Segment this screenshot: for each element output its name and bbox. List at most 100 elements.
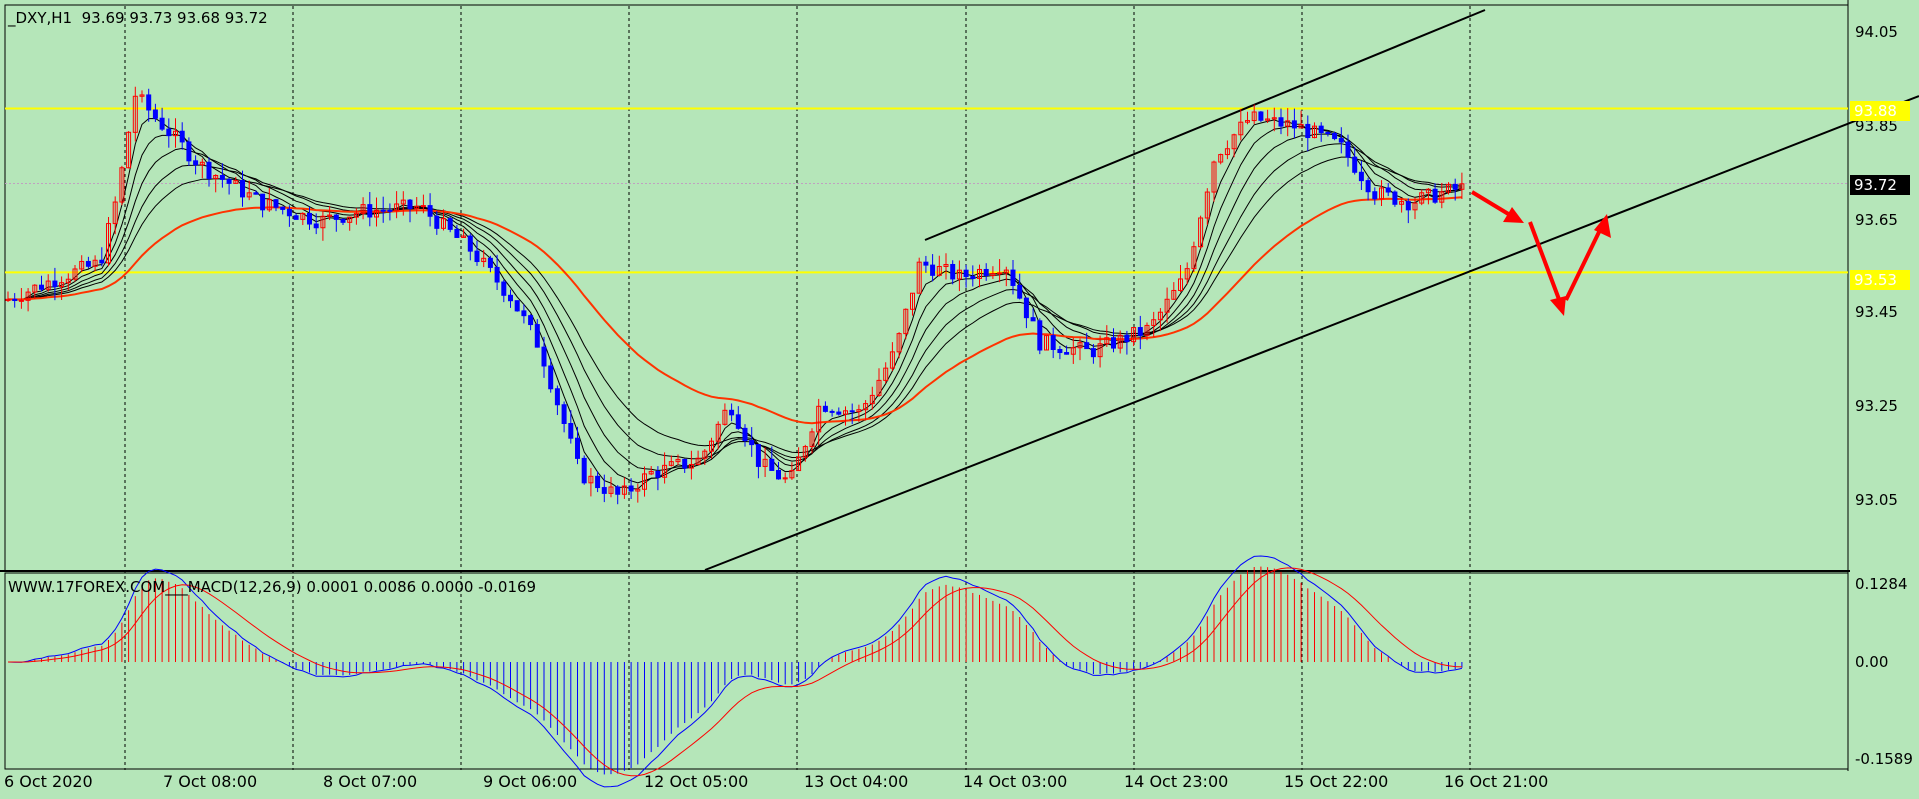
candle-body: [1010, 269, 1016, 286]
candle-body: [1023, 297, 1029, 319]
forecast-arrow-down-long: [1528, 221, 1562, 303]
forecast-arrowhead: [1503, 207, 1524, 223]
candle-body: [353, 212, 359, 218]
candle-body: [199, 161, 205, 166]
candle-body: [1291, 120, 1297, 129]
candle-body: [1097, 343, 1103, 358]
candle-body: [152, 109, 158, 119]
candle-body: [213, 174, 219, 179]
candle-body: [796, 456, 802, 472]
candle-body: [441, 218, 446, 229]
time-tick: 14 Oct 03:00: [963, 772, 1068, 791]
candle-body: [742, 427, 748, 442]
candle-body: [1265, 118, 1271, 121]
candle-body: [1064, 352, 1070, 355]
candle-body: [635, 488, 641, 492]
candle-body: [18, 299, 24, 302]
candle-body: [514, 300, 520, 312]
candle-body: [474, 250, 480, 263]
fast-moving-average-line: [7, 156, 1462, 454]
candle-body: [675, 458, 681, 463]
candle-body: [903, 308, 909, 335]
candle-body: [320, 215, 326, 229]
candle-body: [856, 409, 862, 413]
candle-body: [615, 486, 621, 495]
candle-body: [286, 208, 292, 217]
support-price-tag: 93.53: [1850, 270, 1910, 290]
candle-body: [447, 218, 453, 230]
candle-body: [1137, 327, 1143, 336]
candle-body: [1452, 183, 1458, 190]
price-tick: 93.05: [1855, 491, 1898, 509]
candle-body: [521, 310, 527, 317]
channel-lower-line: [704, 95, 1919, 571]
candle-body: [575, 437, 580, 459]
candle-body: [246, 192, 252, 198]
candle-body: [956, 269, 962, 280]
candle-body: [595, 475, 601, 489]
candle-body: [240, 180, 245, 198]
candle-body: [1231, 134, 1237, 150]
candle-body: [896, 333, 902, 353]
candle-body: [132, 95, 138, 133]
candle-body: [963, 269, 969, 278]
candle-body: [72, 268, 78, 280]
candle-body: [1164, 298, 1170, 313]
slow-moving-average-line: [7, 196, 1462, 425]
candle-body: [1077, 342, 1083, 349]
macd-label: WWW.17FOREX.COM___MACD(12,26,9) 0.0001 0…: [8, 578, 537, 596]
candle-body: [628, 485, 634, 492]
candle-body: [1271, 117, 1277, 120]
candle-body: [1345, 141, 1351, 158]
time-tick: 8 Oct 07:00: [323, 772, 418, 791]
candle-body: [1157, 311, 1163, 321]
candle-body: [32, 284, 38, 293]
candle-body: [1392, 191, 1398, 205]
candle-body: [1178, 278, 1183, 291]
signal-line: [8, 567, 1462, 777]
fast-moving-average-line: [7, 133, 1462, 472]
candle-body: [414, 205, 420, 210]
candle-body: [374, 209, 379, 218]
candle-body: [1251, 111, 1257, 122]
candle-body: [5, 298, 11, 301]
time-tick: 15 Oct 22:00: [1284, 772, 1389, 791]
candle-body: [822, 405, 828, 412]
candle-body: [816, 405, 822, 433]
macd-tick: 0.00: [1855, 653, 1889, 671]
candle-body: [588, 475, 594, 484]
candle-body: [916, 261, 922, 294]
macd-tick: 0.1284: [1855, 575, 1908, 593]
candle-body: [722, 409, 728, 425]
candle-body: [1312, 125, 1317, 139]
candle-body: [769, 458, 775, 471]
candle-body: [367, 204, 373, 218]
candle-body: [206, 161, 212, 179]
candle-body: [427, 205, 433, 217]
candle-body: [347, 216, 353, 223]
candle-body: [983, 268, 989, 277]
candle-body: [601, 487, 607, 494]
candle-body: [1298, 123, 1304, 129]
candle-body: [668, 461, 674, 466]
candle-body: [146, 94, 152, 111]
candle-body: [1446, 183, 1451, 193]
candle-body: [1405, 201, 1411, 211]
forecast-arrowhead: [1550, 296, 1566, 316]
candle-body: [662, 464, 668, 478]
candle-body: [1238, 121, 1244, 136]
candle-body: [1050, 335, 1056, 351]
candle-body: [394, 203, 400, 212]
candle-body: [997, 272, 1003, 275]
candle-body: [1224, 148, 1230, 156]
candle-body: [126, 131, 132, 169]
candle-body: [1117, 334, 1123, 349]
candle-body: [642, 473, 647, 490]
candle-body: [977, 268, 982, 279]
macd-tick: -0.1589: [1855, 750, 1913, 768]
time-tick: 13 Oct 04:00: [804, 772, 909, 791]
candle-body: [1037, 320, 1043, 351]
candle-body: [581, 457, 587, 484]
candle-body: [407, 199, 413, 210]
